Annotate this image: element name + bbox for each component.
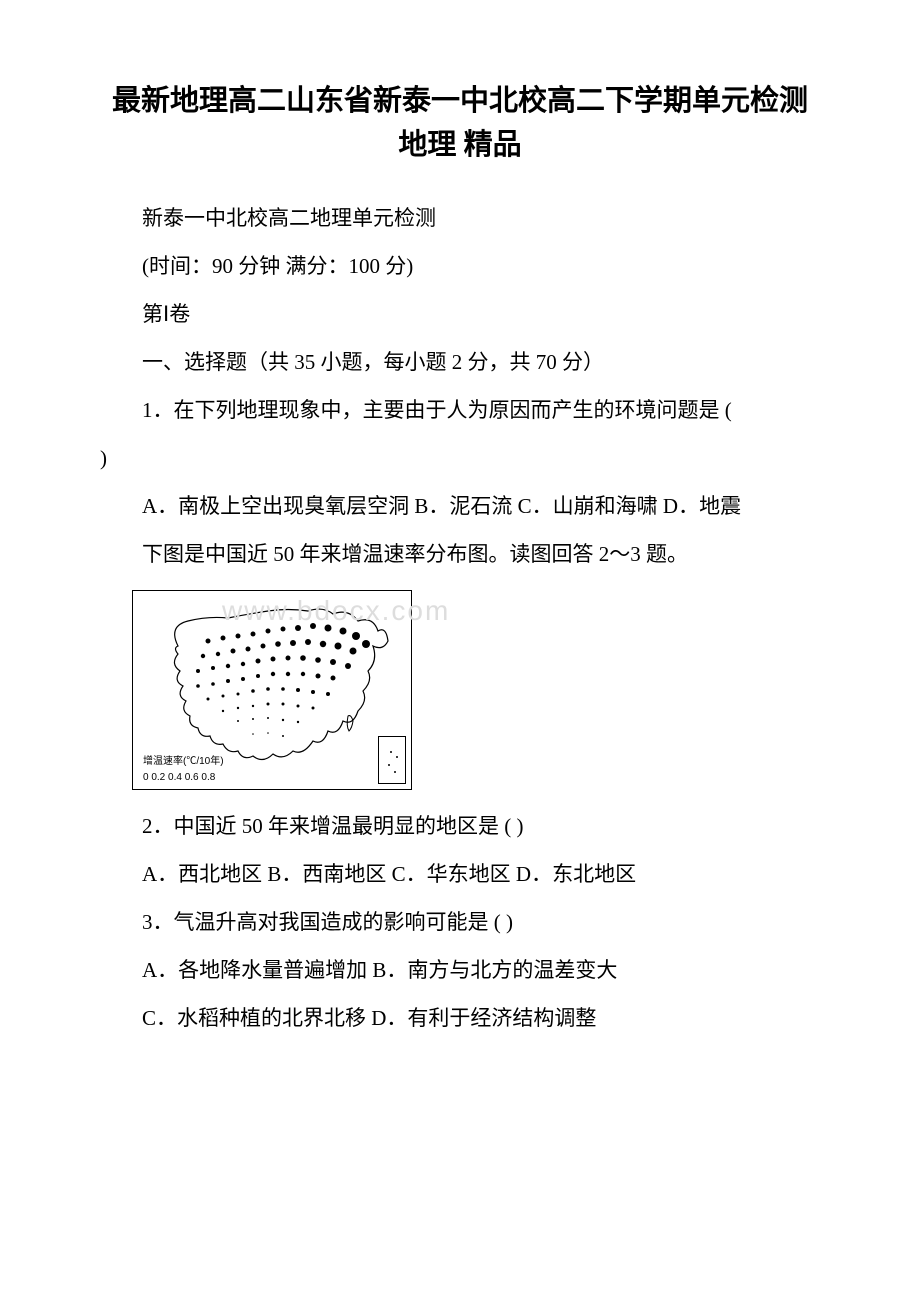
section-heading: 一、选择题（共 35 小题，每小题 2 分，共 70 分）: [100, 341, 820, 383]
map-legend-scale: 0 0.2 0.4 0.6 0.8: [143, 772, 215, 783]
map-inset-box: [378, 736, 406, 784]
map-legend-label: 增温速率(℃/10年): [143, 752, 224, 767]
document-title: 最新地理高二山东省新泰一中北校高二下学期单元检测地理 精品: [100, 80, 820, 167]
subtitle: 新泰一中北校高二地理单元检测: [100, 197, 820, 239]
watermark-text: www.bdocx.com: [222, 595, 450, 627]
question-1-stem-part2: ): [100, 437, 820, 479]
map-figure: www.bdocx.com: [132, 590, 820, 790]
question-1-options: A．南极上空出现臭氧层空洞 B．泥石流 C．山崩和海啸 D．地震: [100, 485, 820, 527]
question-2-options: A．西北地区 B．西南地区 C．华东地区 D．东北地区: [100, 853, 820, 895]
question-1-stem-part1: 1．在下列地理现象中，主要由于人为原因而产生的环境问题是 (: [100, 389, 820, 431]
question-3-options-line2: C．水稻种植的北界北移 D．有利于经济结构调整: [100, 997, 820, 1039]
question-3-stem: 3．气温升高对我国造成的影响可能是 ( ): [100, 901, 820, 943]
figure-intro: 下图是中国近 50 年来增温速率分布图。读图回答 2～3 题。: [100, 533, 820, 575]
question-2-stem: 2．中国近 50 年来增温最明显的地区是 ( ): [100, 805, 820, 847]
section-marker: 第Ⅰ卷: [100, 293, 820, 335]
question-3-options-line1: A．各地降水量普遍增加 B．南方与北方的温差变大: [100, 949, 820, 991]
exam-info: (时间：90 分钟 满分：100 分): [100, 245, 820, 287]
